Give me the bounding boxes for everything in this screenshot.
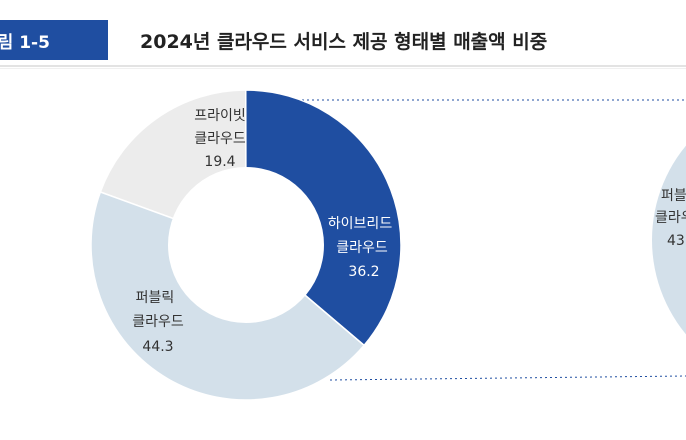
- donut-hole: [168, 167, 324, 323]
- label-secondary-value: 43.: [667, 233, 686, 249]
- label-hybrid-line1: 하이브리드: [328, 216, 393, 232]
- slice-hybrid: [245, 89, 402, 347]
- label-private-line2: 클라우드: [194, 131, 246, 147]
- label-private-value: 19.4: [204, 154, 235, 170]
- label-public: 퍼블릭 클라우드 44.3: [132, 290, 184, 355]
- connector-line-bottom: [329, 375, 686, 381]
- figure-title: 2024년 클라우드 서비스 제공 형태별 매출액 비중: [140, 31, 548, 53]
- label-private-line1: 프라이빗: [194, 108, 246, 124]
- figure-header: 그림 1-5 2024년 클라우드 서비스 제공 형태별 매출액 비중: [0, 0, 686, 69]
- label-hybrid: 하이브리드 클라우드 36.2: [328, 216, 393, 280]
- figure-number: 그림 1-5: [0, 32, 50, 53]
- label-public-line2: 클라우드: [132, 314, 184, 330]
- label-secondary-line2: 클라우: [655, 210, 686, 226]
- label-public-line1: 퍼블릭: [136, 290, 175, 306]
- label-private: 프라이빗 클라우드 19.4: [194, 108, 246, 170]
- figure-number-badge: 그림 1-5: [0, 20, 108, 60]
- label-hybrid-value: 36.2: [348, 264, 379, 280]
- label-secondary: 퍼블 클라우 43.: [655, 188, 686, 249]
- label-hybrid-line2: 클라우드: [336, 240, 388, 256]
- header-divider: [0, 65, 686, 67]
- label-public-value: 44.3: [142, 339, 173, 355]
- label-secondary-line1: 퍼블: [661, 188, 686, 204]
- secondary-donut-partial: [652, 145, 686, 335]
- header-divider-shadow: [0, 68, 686, 69]
